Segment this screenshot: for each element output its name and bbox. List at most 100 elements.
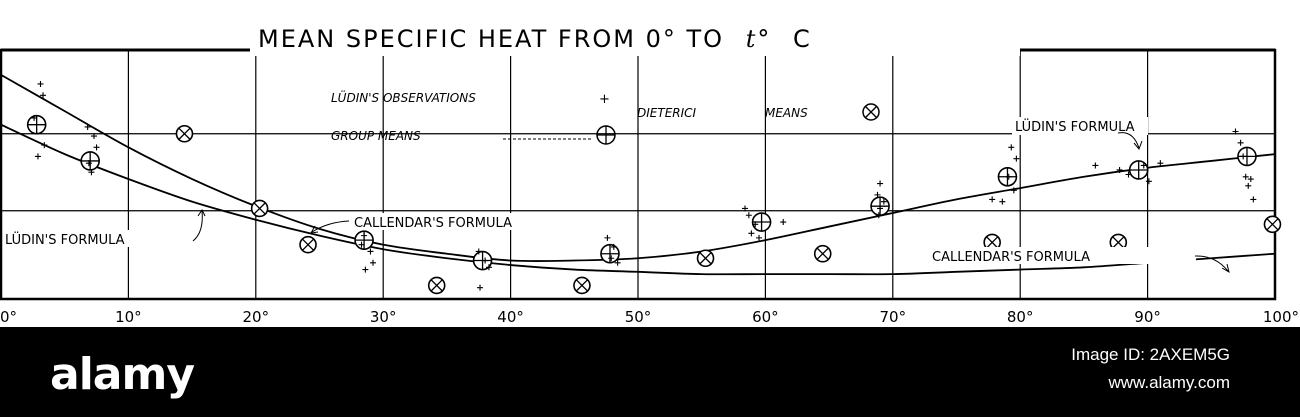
ludin-observation-point xyxy=(475,248,482,255)
dieterici-mean-cross xyxy=(816,247,829,260)
dieterici-mean-cross xyxy=(575,279,589,292)
ludin-observation-point xyxy=(989,196,996,203)
ludin-observation-point xyxy=(362,266,369,273)
ludin-observation-point xyxy=(604,234,611,241)
legend: LÜDIN'S OBSERVATIONS + GROUP MEANS DIETE… xyxy=(331,89,880,145)
label-ludin-formula-left: LÜDIN'S FORMULA xyxy=(5,231,125,248)
x-axis-ticks: 0° 10° 20° 30° 40° 50° 60° 70° 80° 90° 100° xyxy=(0,308,1299,326)
ludin-observation-point xyxy=(608,255,615,262)
dieterici-mean-cross xyxy=(301,238,315,251)
ludin-observation-point xyxy=(610,243,617,250)
ludin-observation-point xyxy=(1005,173,1012,180)
arrow-ludin-right xyxy=(1117,132,1140,149)
watermark-logo: alamy xyxy=(50,349,195,400)
x-tick-label: 10° xyxy=(115,308,142,326)
x-tick-label: 50° xyxy=(625,308,652,326)
x-tick-label: 100° xyxy=(1263,308,1299,326)
label-ludin-formula-right: LÜDIN'S FORMULA xyxy=(1015,118,1135,135)
ludin-observation-point xyxy=(93,144,100,151)
group-mean-cross xyxy=(1129,160,1148,179)
chart-title-variable: t° xyxy=(746,25,772,53)
label-callendar-formula-mid: CALLENDAR'S FORMULA xyxy=(354,216,512,231)
legend-dieterici-marker xyxy=(862,103,880,121)
ludin-observation-point xyxy=(1013,155,1020,162)
label-callendar-formula-right: CALLENDAR'S FORMULA xyxy=(932,250,1090,265)
ludin-observation-point xyxy=(877,180,884,187)
curves xyxy=(0,74,1276,276)
ludin-observation-point xyxy=(1008,144,1015,151)
ludin-observation-point xyxy=(1240,153,1247,160)
title-background xyxy=(250,22,1020,56)
watermark-bar: alamy Image ID: 2AXEM5G www.alamy.com xyxy=(0,327,1300,417)
legend-group-means-marker xyxy=(596,125,616,145)
dieterici-mean-cross xyxy=(986,236,999,249)
ludin-observation-point xyxy=(1237,139,1244,146)
ludin-observation-point xyxy=(31,114,38,121)
ludin-observation-point xyxy=(780,219,787,226)
ludin-observation-point xyxy=(1250,196,1257,203)
arrowhead-ludin-right xyxy=(1133,140,1143,150)
ludin-observation-point xyxy=(37,80,44,87)
ludin-observation-point xyxy=(485,264,492,271)
legend-dieterici-means: MEANS xyxy=(765,106,808,120)
ludin-observation-point xyxy=(361,232,368,239)
ludin-observation-point xyxy=(41,142,48,149)
dieterici-mean-cross xyxy=(253,202,266,215)
ludin-observation-point xyxy=(40,92,47,99)
dieterici-mean-cross xyxy=(1266,218,1279,231)
watermark-url: www.alamy.com xyxy=(1108,373,1230,392)
arrowhead-ludin-left xyxy=(197,209,206,217)
dieterici-mean-cross xyxy=(699,252,712,265)
ludin-observation-point xyxy=(1116,166,1123,173)
label-bg-callendar-right xyxy=(930,247,1196,264)
ludin-observation-point xyxy=(880,198,887,205)
dieterici-mean-cross xyxy=(1112,236,1125,249)
ludin-observation-point xyxy=(877,205,884,212)
legend-ludin-observations: LÜDIN'S OBSERVATIONS xyxy=(331,89,476,105)
ludin-observation-point xyxy=(1140,162,1147,169)
x-tick-label: 30° xyxy=(370,308,397,326)
curve-callendar-s-formula xyxy=(0,123,1276,276)
group-mean-cross xyxy=(600,244,619,263)
dieterici-mean-cross xyxy=(178,127,191,140)
ludin-observation-point xyxy=(752,221,759,228)
x-tick-label: 0° xyxy=(0,308,17,326)
ludin-observation-point xyxy=(88,169,95,176)
ludin-observation-point xyxy=(34,153,41,160)
ludin-observation-point xyxy=(1157,160,1164,167)
chart-title-unit: C xyxy=(793,25,812,53)
group-mean-cross xyxy=(81,151,100,170)
ludin-observation-point xyxy=(1245,182,1252,189)
label-bg-ludin-right xyxy=(1012,117,1148,135)
ludin-observation-point xyxy=(85,160,92,167)
dieterici-mean-cross xyxy=(430,279,443,292)
arrowhead-callendar-mid xyxy=(310,225,319,234)
watermark-image-id: Image ID: 2AXEM5G xyxy=(1071,345,1230,364)
ludin-observation-point xyxy=(614,259,621,266)
ludin-observation-point xyxy=(1145,178,1152,185)
ludin-observation-point xyxy=(742,205,749,212)
chart: 0° 10° 20° 30° 40° 50° 60° 70° 80° 90° 100° MEAN S… xyxy=(0,22,1299,326)
arrow-callendar-mid xyxy=(311,220,350,233)
ludin-observation-point xyxy=(370,259,377,266)
arrowhead-callendar-right xyxy=(1221,263,1230,274)
ludin-observation-point xyxy=(748,230,755,237)
ludin-observation-point xyxy=(999,198,1006,205)
x-tick-label: 60° xyxy=(752,308,779,326)
legend-dieterici: DIETERICI xyxy=(637,106,697,120)
label-bg-ludin-left xyxy=(3,230,197,247)
ludin-observation-point xyxy=(1232,128,1239,135)
group-mean-cross xyxy=(27,115,46,134)
ludin-observation-point xyxy=(1010,187,1017,194)
x-tick-label: 80° xyxy=(1007,308,1034,326)
ludin-observation-point xyxy=(84,123,91,130)
arrow-ludin-left xyxy=(192,210,203,242)
x-tick-label: 20° xyxy=(243,308,270,326)
curve-labels: LÜDIN'S FORMULA LÜDIN'S FORMULA CALLENDA… xyxy=(3,117,1230,274)
ludin-observation-point xyxy=(367,248,374,255)
ludin-observation-point xyxy=(1125,171,1132,178)
legend-plus-marker: + xyxy=(599,92,610,107)
ludin-observation-point xyxy=(482,257,489,264)
ludin-observation-point xyxy=(1242,173,1249,180)
ludin-observation-point xyxy=(1092,162,1099,169)
